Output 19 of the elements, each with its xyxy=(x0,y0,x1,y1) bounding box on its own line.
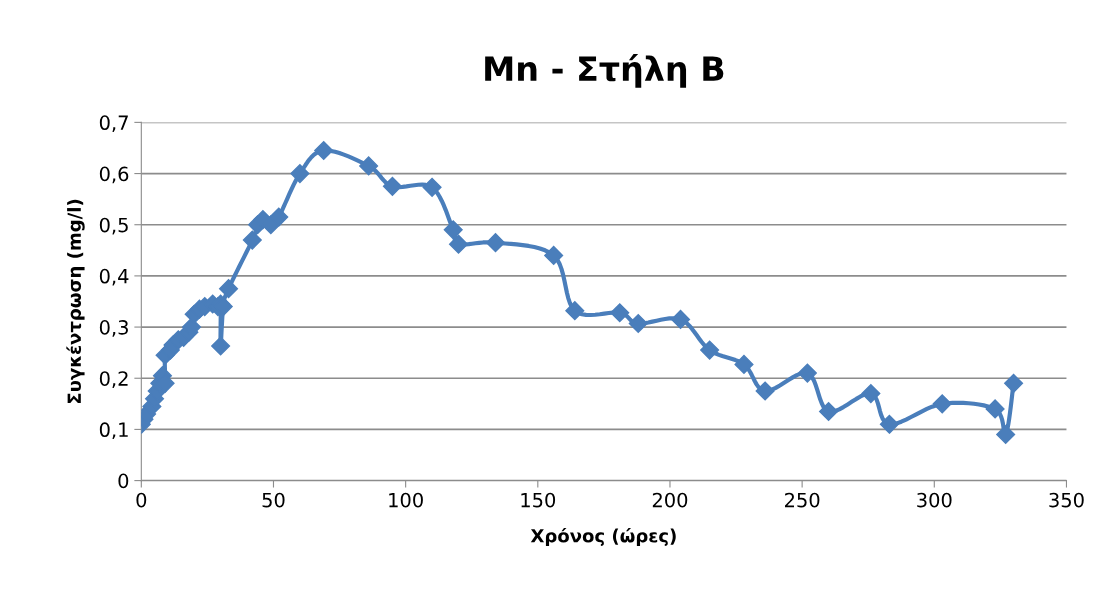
y-tick-label: 0,2 xyxy=(99,371,128,388)
x-tick-label: 50 xyxy=(262,492,285,508)
y-tick-label: 0,6 xyxy=(99,166,129,184)
y-tick-label: 0,3 xyxy=(99,320,128,337)
y-tick-label: 0,4 xyxy=(99,268,129,286)
x-axis-title: Χρόνος (ώρες) xyxy=(530,527,676,547)
x-tick-label: 300 xyxy=(917,492,952,508)
x-tick-label: 150 xyxy=(521,492,556,508)
y-axis-title: Συγκέντρωση (mg/l) xyxy=(66,199,85,404)
y-tick-label: 0,1 xyxy=(99,422,128,440)
x-tick-label: 250 xyxy=(785,492,820,508)
y-tick-label: 0,5 xyxy=(99,217,128,235)
x-tick-label: 100 xyxy=(389,492,423,508)
x-tick-label: 0 xyxy=(136,492,147,508)
x-tick-label: 200 xyxy=(652,492,688,508)
y-tick-label: 0,7 xyxy=(99,115,128,133)
y-tick-label: 0 xyxy=(118,473,129,489)
x-tick-label: 350 xyxy=(1049,492,1084,508)
chart-title: Mn - Στήλη Β xyxy=(485,54,724,88)
